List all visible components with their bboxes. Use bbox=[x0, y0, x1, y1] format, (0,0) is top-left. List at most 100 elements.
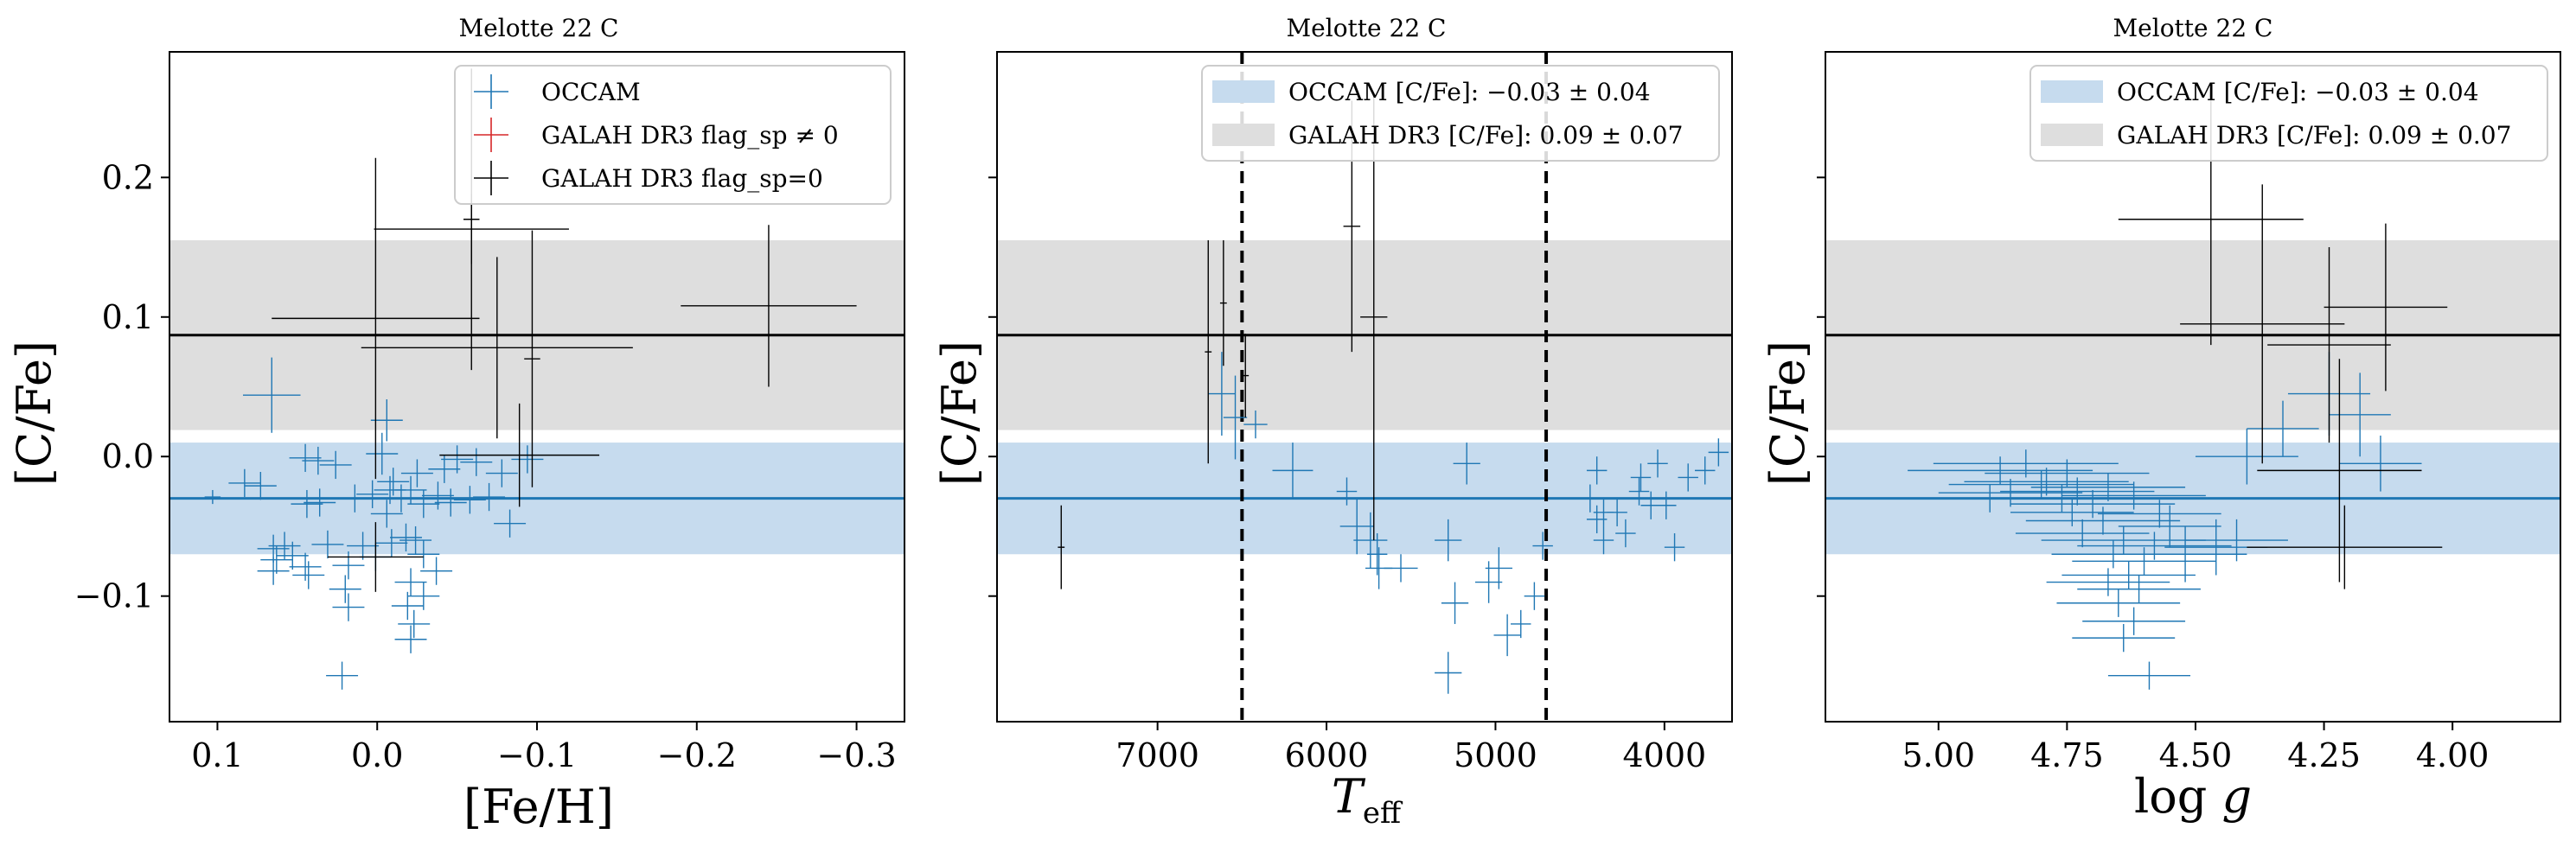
data-point-galah-dr3-flag-sp-0 bbox=[439, 403, 600, 507]
data-point-occam bbox=[1593, 525, 1614, 555]
data-point-occam bbox=[2072, 547, 2216, 576]
data-point-occam bbox=[1647, 449, 1668, 478]
data-point-occam bbox=[2082, 607, 2186, 635]
legend-label: OCCAM bbox=[541, 78, 641, 106]
data-point-occam bbox=[2077, 575, 2201, 603]
data-point-occam bbox=[1485, 547, 1512, 589]
data-point-occam bbox=[257, 557, 290, 585]
y-axis-label: [C/Fe] bbox=[932, 341, 987, 486]
legend-swatch bbox=[2041, 124, 2103, 146]
legend-entry: GALAH DR3 flag_sp=0 bbox=[474, 161, 823, 195]
legend-entry: OCCAM [C/Fe]: −0.03 ± 0.04 bbox=[2041, 78, 2479, 106]
data-point-occam bbox=[1964, 468, 2129, 496]
data-point-galah-dr3-flag-sp-0 bbox=[2180, 184, 2345, 464]
data-point-occam bbox=[1985, 459, 2150, 487]
data-point-occam bbox=[204, 489, 221, 505]
data-point-occam bbox=[1938, 479, 2083, 507]
data-point-occam bbox=[268, 532, 301, 560]
data-point-occam bbox=[1586, 456, 1608, 485]
data-point-occam bbox=[2056, 589, 2181, 617]
data-point-occam bbox=[2339, 436, 2422, 492]
data-point-occam bbox=[1353, 512, 1388, 569]
y-axis-label: [C/Fe] bbox=[1761, 341, 1815, 486]
panel-feh: Melotte 22 C 0.1 0.0 −0.1 −0.2 −0.3−0.10.00.… bbox=[7, 14, 905, 834]
x-tick-label: 4000 bbox=[1622, 736, 1706, 774]
data-point-occam bbox=[2098, 500, 2221, 528]
data-point-occam bbox=[375, 529, 408, 557]
x-axis-label: Teff bbox=[1332, 769, 1403, 831]
panel-logg: Melotte 22 C 5.00 4.75 4.50 4.25 4.00 OCCAM [… bbox=[1761, 14, 2561, 824]
data-point-occam bbox=[407, 540, 440, 569]
data-point-occam bbox=[289, 443, 322, 472]
data-point-occam bbox=[2247, 400, 2319, 457]
data-point-occam bbox=[394, 568, 427, 596]
y-tick-label: 0.1 bbox=[102, 298, 154, 336]
data-point-occam bbox=[319, 450, 352, 480]
data-point-occam bbox=[2072, 623, 2176, 653]
x-tick-label: 4.50 bbox=[2159, 736, 2233, 774]
data-point-occam bbox=[1908, 456, 2093, 485]
legend-frame bbox=[454, 65, 892, 205]
data-point-occam bbox=[243, 357, 301, 433]
data-point-occam bbox=[400, 525, 432, 555]
data-point-occam bbox=[326, 661, 359, 690]
data-point-occam bbox=[1339, 498, 1374, 555]
data-point-occam bbox=[1474, 561, 1503, 603]
data-point-occam bbox=[2025, 506, 2181, 535]
data-point-occam bbox=[291, 489, 323, 519]
data-point-occam bbox=[2077, 532, 2232, 560]
data-point-occam bbox=[485, 459, 518, 487]
data-point-occam bbox=[311, 530, 344, 559]
data-point-galah-dr3-flag-sp-0 bbox=[2257, 359, 2422, 583]
legend-label: OCCAM [C/Fe]: −0.03 ± 0.04 bbox=[2117, 78, 2479, 106]
data-point-occam bbox=[460, 448, 493, 476]
data-layer bbox=[169, 68, 904, 690]
x-tick-label: 5.00 bbox=[1902, 736, 1975, 774]
data-point-occam bbox=[385, 484, 418, 513]
axes-frame bbox=[996, 51, 1733, 723]
data-point-galah-dr3-flag-sp-0 bbox=[1360, 93, 1388, 541]
data-point-occam bbox=[2185, 519, 2288, 562]
data-point-occam bbox=[244, 471, 277, 500]
x-tick-label: 5000 bbox=[1454, 736, 1537, 774]
legend-frame bbox=[2029, 65, 2548, 162]
data-point-occam bbox=[1511, 609, 1531, 639]
data-point-occam bbox=[494, 509, 527, 538]
y-tick-label: 0.2 bbox=[102, 158, 154, 196]
data-point-occam bbox=[338, 484, 371, 513]
data-point-occam bbox=[332, 551, 365, 580]
axes-frame bbox=[1825, 51, 2561, 723]
legend-swatch bbox=[1212, 80, 1275, 103]
data-point-occam bbox=[1435, 519, 1462, 562]
x-tick-label: 0.0 bbox=[351, 736, 403, 774]
data-point-occam bbox=[2107, 661, 2191, 690]
data-point-occam bbox=[441, 445, 474, 474]
x-axis-label: log g bbox=[2134, 769, 2252, 824]
data-point-occam bbox=[2118, 505, 2221, 548]
data-point-occam bbox=[260, 545, 293, 574]
legend-label: OCCAM [C/Fe]: −0.03 ± 0.04 bbox=[1288, 78, 1651, 106]
data-point-occam bbox=[390, 523, 422, 552]
plot-area: 0.1 0.0 −0.1 −0.2 −0.3 −0.1 0.0 0.1 0.2 OCCAM GALA… bbox=[74, 51, 905, 774]
legend-entry: OCCAM [C/Fe]: −0.03 ± 0.04 bbox=[1212, 78, 1651, 106]
data-point-occam bbox=[2010, 498, 2134, 526]
legend: OCCAM [C/Fe]: −0.03 ± 0.04 GALAH DR3 [C/F… bbox=[1201, 65, 1720, 162]
data-point-galah-dr3-flag-sp-0 bbox=[1242, 334, 1250, 418]
legend-entry: GALAH DR3 [C/Fe]: 0.09 ± 0.07 bbox=[2041, 121, 2511, 150]
data-point-occam bbox=[1607, 498, 1627, 526]
data-point-occam bbox=[1336, 477, 1358, 506]
x-tick-label: 0.1 bbox=[191, 736, 243, 774]
data-point-occam bbox=[1580, 484, 1601, 513]
data-point-galah-dr3-flag-sp-0 bbox=[327, 522, 424, 592]
legend-entry: GALAH DR3 flag_sp ≠ 0 bbox=[474, 118, 839, 152]
x-tick-label: 4.25 bbox=[2287, 736, 2361, 774]
data-layer bbox=[997, 52, 1732, 722]
data-point-occam bbox=[407, 582, 440, 610]
data-point-occam bbox=[2015, 519, 2150, 548]
legend-swatch bbox=[1212, 124, 1275, 146]
data-point-occam bbox=[473, 482, 506, 512]
legend-swatch bbox=[2041, 80, 2103, 103]
data-point-occam bbox=[434, 488, 467, 517]
data-point-occam bbox=[1615, 519, 1636, 548]
